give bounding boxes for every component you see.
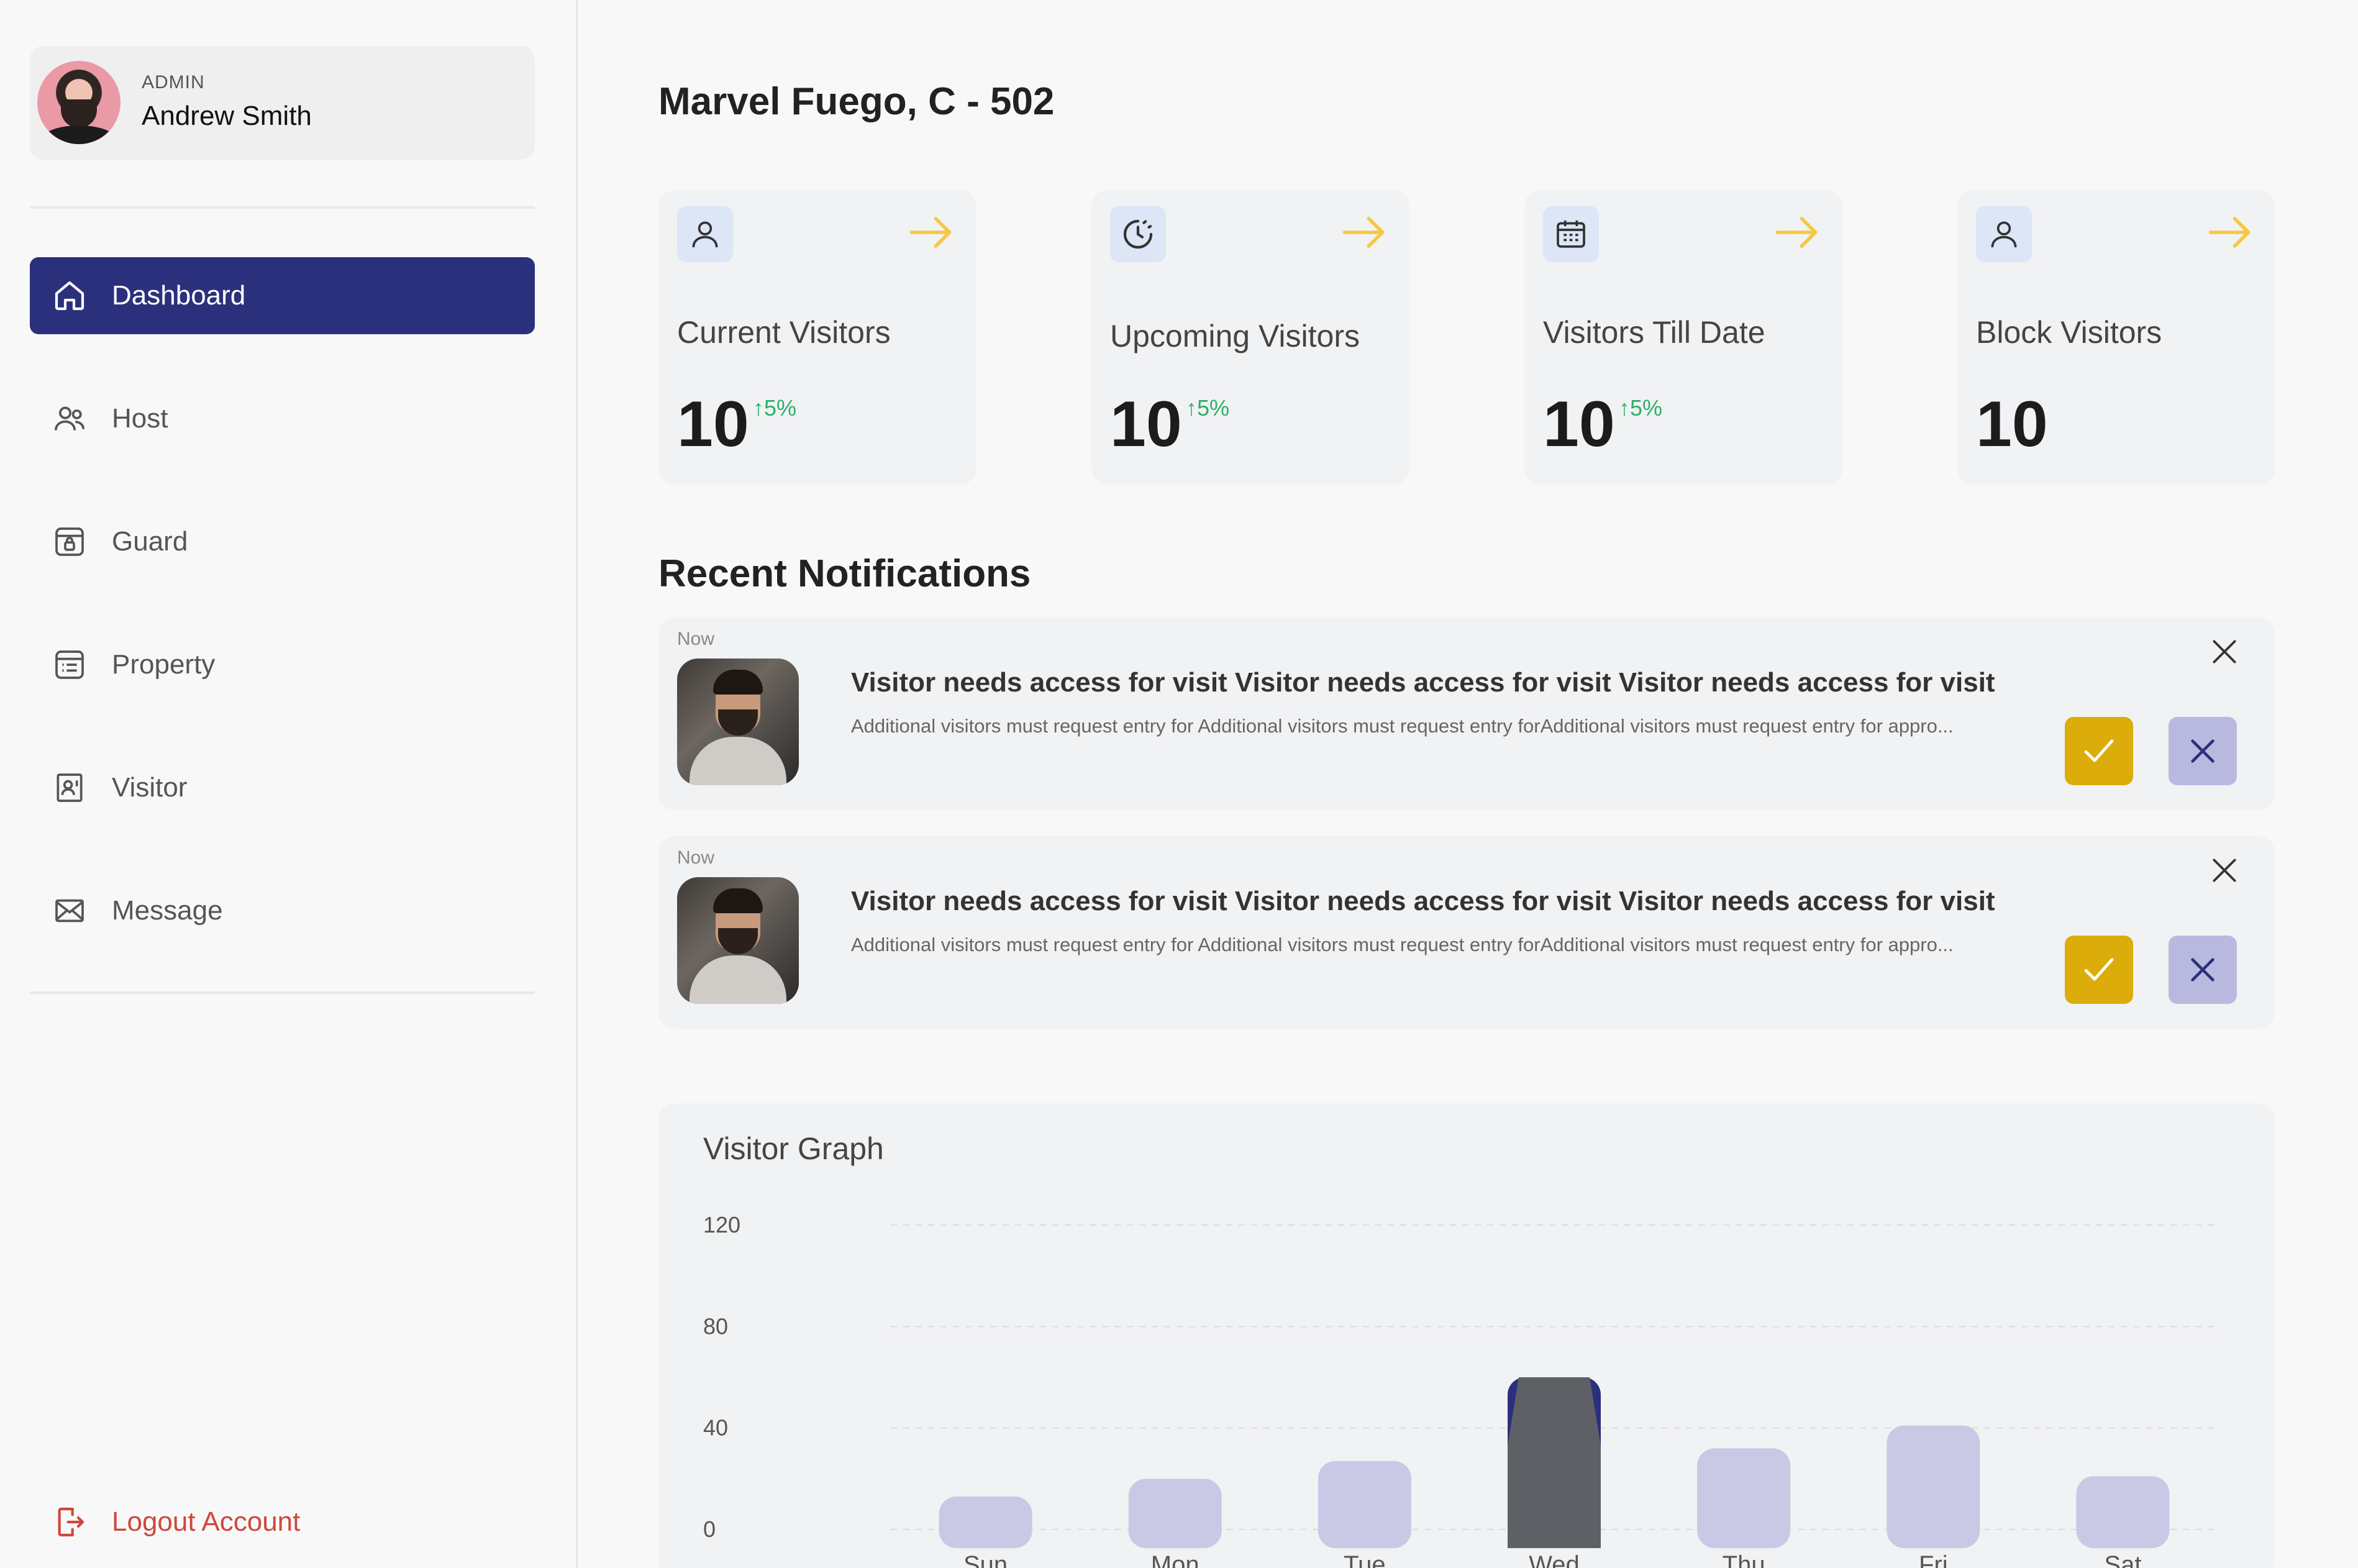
- visitor-card-icon: [52, 770, 87, 805]
- y-tick-label: 40: [703, 1415, 728, 1441]
- page-title: Marvel Fuego, C - 502: [658, 80, 1055, 123]
- sidebar-divider: [30, 991, 535, 994]
- bar-fri[interactable]: [1887, 1425, 1980, 1548]
- guard-icon: [52, 524, 87, 559]
- sidebar-item-visitor[interactable]: Visitor: [30, 749, 535, 826]
- profile-card[interactable]: ADMIN Andrew Smith: [30, 46, 535, 160]
- users-icon: [52, 401, 87, 436]
- sidebar-item-label: Message: [112, 895, 223, 926]
- x-tick-label: Sat: [2104, 1551, 2141, 1568]
- notification-card[interactable]: Now Visitor needs access for visit Visit…: [658, 836, 2275, 1029]
- logout-icon: [52, 1505, 87, 1539]
- stat-label: Upcoming Visitors: [1110, 319, 1360, 353]
- approve-button[interactable]: [2065, 717, 2133, 785]
- arrow-right-icon[interactable]: [1341, 214, 1387, 251]
- visitor-photo: [677, 877, 799, 1004]
- close-icon[interactable]: [2209, 636, 2240, 667]
- bar-thu[interactable]: [1697, 1448, 1791, 1548]
- sidebar-item-label: Property: [112, 649, 216, 680]
- approve-button[interactable]: [2065, 936, 2133, 1004]
- sidebar-item-label: Visitor: [112, 772, 188, 803]
- sidebar-item-message[interactable]: Message: [30, 872, 535, 949]
- avatar: [37, 61, 121, 144]
- stat-card-block-visitors[interactable]: Block Visitors 10: [1957, 190, 2275, 485]
- close-icon: [2191, 958, 2215, 982]
- arrow-right-icon[interactable]: [2207, 214, 2253, 251]
- notification-time: Now: [677, 847, 715, 868]
- notification-time: Now: [677, 629, 715, 649]
- stat-value: 10: [677, 388, 749, 460]
- profile-name: Andrew Smith: [142, 101, 312, 131]
- check-icon: [2084, 958, 2114, 981]
- visitor-bar-chart: 0 40 80 120 Sun Mon Tue Wed Thu Fri Sat: [703, 1212, 2218, 1568]
- stat-label: Current Visitors: [677, 315, 891, 350]
- check-icon: [2084, 739, 2114, 762]
- x-tick-label: Sun: [963, 1551, 1008, 1568]
- x-tick-label: Wed: [1529, 1551, 1580, 1568]
- sidebar-item-label: Guard: [112, 526, 188, 557]
- logout-button[interactable]: Logout Account: [30, 1484, 535, 1561]
- y-tick-label: 0: [703, 1516, 716, 1542]
- stat-value: 10: [1110, 388, 1182, 460]
- y-tick-label: 120: [703, 1212, 740, 1238]
- sidebar: ADMIN Andrew Smith Dashboard Host Guard: [0, 0, 578, 1568]
- user-icon: [1976, 206, 2032, 262]
- stat-label: Visitors Till Date: [1543, 315, 1765, 350]
- sidebar-item-guard[interactable]: Guard: [30, 503, 535, 580]
- bar-hover-overlay: [1508, 1377, 1601, 1548]
- sidebar-item-dashboard[interactable]: Dashboard: [30, 257, 535, 334]
- x-tick-label: Thu: [1723, 1551, 1765, 1568]
- x-tick-label: Fri: [1919, 1551, 1948, 1568]
- sidebar-item-label: Dashboard: [112, 280, 246, 311]
- stat-trend-value: 5%: [764, 395, 797, 421]
- visitor-graph-card: Visitor Graph 0 40 80 120 Sun Mon Tue Wed Thu Fri…: [658, 1103, 2275, 1568]
- y-tick-label: 80: [703, 1313, 728, 1339]
- bar-mon[interactable]: [1128, 1479, 1222, 1548]
- reject-button[interactable]: [2169, 717, 2237, 785]
- stat-trend-value: 5%: [1630, 395, 1663, 421]
- sidebar-item-property[interactable]: Property: [30, 626, 535, 703]
- stat-card-upcoming-visitors[interactable]: Upcoming Visitors 10 ↑5%: [1091, 190, 1409, 485]
- bar-sun[interactable]: [939, 1496, 1032, 1548]
- stat-trend: ↑5%: [1619, 395, 1663, 421]
- close-icon: [2191, 739, 2215, 763]
- stat-label: Block Visitors: [1976, 315, 2162, 350]
- x-tick-label: Tue: [1344, 1551, 1385, 1568]
- stat-value: 10: [1976, 388, 2048, 460]
- stat-trend-value: 5%: [1197, 395, 1230, 421]
- clock-icon: [1110, 206, 1166, 262]
- notification-card[interactable]: Now Visitor needs access for visit Visit…: [658, 618, 2275, 810]
- logout-label: Logout Account: [112, 1506, 301, 1537]
- stat-card-visitors-till-date[interactable]: Visitors Till Date 10 ↑5%: [1524, 190, 1842, 485]
- sidebar-divider: [30, 206, 535, 209]
- profile-role: ADMIN: [142, 72, 205, 93]
- chart-title: Visitor Graph: [703, 1131, 884, 1166]
- reject-button[interactable]: [2169, 936, 2237, 1004]
- notification-body: Additional visitors must request entry f…: [851, 715, 1954, 737]
- bar-sat[interactable]: [2076, 1476, 2170, 1548]
- stat-card-current-visitors[interactable]: Current Visitors 10 ↑5%: [658, 190, 976, 485]
- arrow-right-icon[interactable]: [908, 214, 954, 251]
- sidebar-item-label: Host: [112, 403, 168, 434]
- notification-heading: Visitor needs access for visit Visitor n…: [851, 667, 1995, 698]
- close-icon[interactable]: [2209, 855, 2240, 886]
- sidebar-item-host[interactable]: Host: [30, 380, 535, 457]
- property-icon: [52, 647, 87, 682]
- user-icon: [677, 206, 733, 262]
- notification-heading: Visitor needs access for visit Visitor n…: [851, 886, 1995, 916]
- arrow-right-icon[interactable]: [1774, 214, 1820, 251]
- notification-body: Additional visitors must request entry f…: [851, 934, 1954, 955]
- visitor-photo: [677, 659, 799, 785]
- stat-value: 10: [1543, 388, 1615, 460]
- x-tick-label: Mon: [1151, 1551, 1199, 1568]
- mail-icon: [52, 893, 87, 928]
- calendar-icon: [1543, 206, 1599, 262]
- bar-tue[interactable]: [1318, 1461, 1411, 1548]
- home-icon: [52, 278, 87, 313]
- stat-trend: ↑5%: [1186, 395, 1230, 421]
- stat-trend: ↑5%: [753, 395, 797, 421]
- section-title-notifications: Recent Notifications: [658, 552, 1031, 595]
